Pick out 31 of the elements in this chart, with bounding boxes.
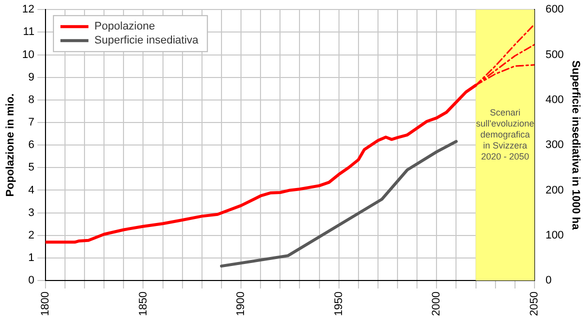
x-tick-label: 2050 xyxy=(528,292,540,316)
y2-tick-label: 0 xyxy=(545,274,552,287)
y-axis-title: Popolazione in mio. xyxy=(4,93,17,197)
x-tick-label: 1850 xyxy=(137,292,150,316)
y-tick-label: 10 xyxy=(22,48,34,61)
x-tick-label: 1950 xyxy=(332,292,345,316)
y-tick-label: 1 xyxy=(28,252,34,264)
y-tick-label: 3 xyxy=(28,206,34,219)
y2-tick-label: 600 xyxy=(545,4,564,16)
y2-tick-label: 100 xyxy=(545,229,564,242)
y2-tick-label: 300 xyxy=(545,139,564,152)
y2-tick-label: 500 xyxy=(545,48,564,61)
y-tick-label: 4 xyxy=(28,184,34,196)
y-tick-label: 0 xyxy=(28,274,34,287)
legend-label: Popolazione xyxy=(94,20,155,33)
band-label: Scenari sull'evoluzione demografica in Svizzera 2020 - 2050 xyxy=(476,108,534,162)
y-tick-label: 6 xyxy=(28,139,34,152)
y-tick-label: 2 xyxy=(28,229,34,242)
y-tick-label: 9 xyxy=(28,71,34,84)
y-tick-label: 12 xyxy=(22,4,34,16)
y-tick-label: 5 xyxy=(28,162,34,174)
y-tick-label: 11 xyxy=(23,26,34,38)
x-tick-label: 1900 xyxy=(235,292,248,316)
y-tick-label: 8 xyxy=(28,94,34,106)
y-tick-label: 7 xyxy=(28,116,34,129)
y2-axis-title: Superficie insediativa in 1000 ha xyxy=(569,60,582,231)
x-tick-label: 2000 xyxy=(430,292,443,316)
legend-label: Superficie insediativa xyxy=(94,34,200,47)
y2-tick-label: 200 xyxy=(545,184,564,196)
y2-tick-label: 400 xyxy=(545,94,564,106)
x-tick-label: 1800 xyxy=(39,292,52,316)
